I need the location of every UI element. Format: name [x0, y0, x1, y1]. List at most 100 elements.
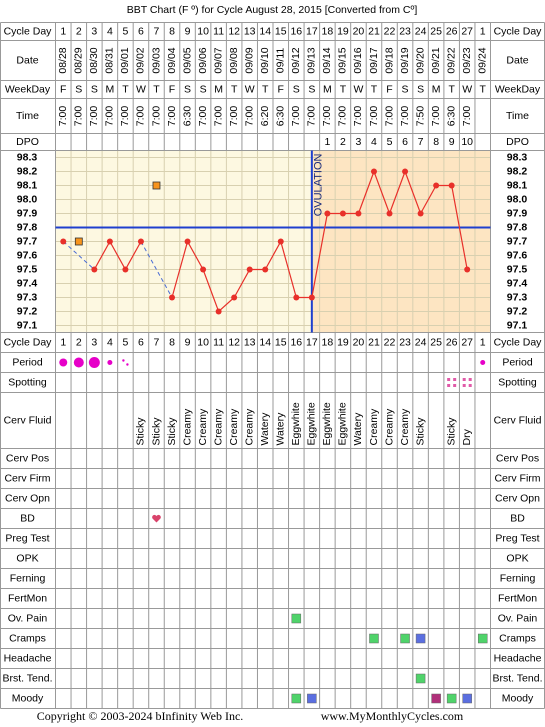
weekday: F: [386, 83, 392, 95]
discarded-point: [74, 237, 83, 246]
spotting-icon: [468, 384, 472, 387]
weekday: T: [153, 83, 160, 95]
date: 08/29: [73, 47, 85, 73]
cerv-fluid: Creamy: [212, 408, 224, 446]
row-label: FertMon: [8, 592, 47, 604]
row-label: Cerv Opn: [5, 492, 50, 504]
weekday: W: [462, 83, 472, 95]
weekday: S: [293, 83, 300, 95]
temp-point: [169, 294, 176, 301]
time: 7:00: [243, 106, 255, 127]
row-label: Time: [16, 110, 39, 122]
weekday: S: [75, 83, 82, 95]
y-tick-label: 97.4: [17, 277, 38, 289]
weekday: M: [106, 83, 115, 95]
date: 09/17: [368, 47, 380, 73]
time: 7:00: [73, 106, 85, 127]
time: 7:00: [57, 106, 69, 127]
temp-point: [417, 210, 424, 217]
cerv-fluid: Creamy: [181, 408, 193, 446]
row-label: Headache: [4, 652, 52, 664]
date: 09/20: [414, 47, 426, 73]
y-tick-label-right: 97.5: [507, 263, 528, 275]
y-tick-label: 97.9: [17, 207, 38, 219]
dpo: 1: [324, 136, 330, 148]
weekday: S: [184, 83, 191, 95]
time: 7:00: [150, 106, 162, 127]
row-label-right: Spotting: [498, 376, 537, 388]
spotting-icon: [447, 378, 451, 381]
time: 7:00: [135, 106, 147, 127]
temp-point: [308, 294, 315, 301]
cycle-day: 16: [290, 336, 302, 348]
symptom-icon: [369, 633, 379, 644]
cycle-day: 18: [322, 25, 334, 37]
weekday: T: [262, 83, 269, 95]
row-label: Brst. Tend.: [3, 672, 53, 684]
discarded-point: [152, 181, 161, 190]
cycle-day: 16: [290, 25, 302, 37]
time: 7:00: [228, 106, 240, 127]
cerv-fluid: Watery: [275, 412, 287, 446]
cerv-fluid: Sticky: [150, 417, 162, 446]
weekday: S: [91, 83, 98, 95]
cycle-day: 7: [154, 25, 160, 37]
copyright: Copyright © 2003-2024 bInfinity Web Inc.: [37, 709, 244, 723]
date: 09/08: [228, 47, 240, 73]
symptom-icon: [415, 633, 426, 644]
symptom-icon: [291, 693, 302, 704]
symptom-icon: [477, 633, 488, 644]
row-label-right: Headache: [494, 652, 542, 664]
cycle-day: 25: [430, 25, 442, 37]
cycle-day: 1: [480, 25, 486, 37]
time: 7:00: [88, 106, 100, 127]
row-label: Cerv Fluid: [4, 414, 52, 426]
spotting-icon: [468, 378, 472, 381]
row-label-right: FertMon: [498, 592, 537, 604]
cerv-fluid: Creamy: [228, 408, 240, 446]
cerv-fluid: Eggwhite: [290, 402, 302, 445]
website[interactable]: www.MyMonthlyCycles.com: [321, 709, 464, 723]
cycle-day: 6: [138, 336, 144, 348]
symptom-icon: [291, 613, 302, 624]
temp-point: [262, 266, 269, 273]
weekday: M: [432, 83, 441, 95]
row-label: Cycle Day: [4, 336, 53, 348]
row-label-right: Ferning: [500, 572, 536, 584]
row-label: WeekDay: [5, 83, 51, 95]
dpo: 2: [340, 136, 346, 148]
cycle-day: 9: [185, 25, 191, 37]
cycle-day: 17: [306, 336, 318, 348]
cycle-day: 14: [259, 25, 271, 37]
row-label: Ov. Pain: [8, 612, 48, 624]
cerv-fluid: Sticky: [135, 417, 147, 446]
cerv-fluid: Eggwhite: [321, 402, 333, 445]
spotting-icon: [462, 378, 466, 381]
cycle-day: 22: [384, 25, 396, 37]
spotting-icon: [453, 378, 457, 381]
symptom-icon: [307, 693, 317, 704]
bd-heart: [152, 514, 161, 523]
date: 09/24: [477, 47, 489, 73]
row-label-right: Cerv Pos: [496, 452, 539, 464]
temp-point: [324, 210, 331, 217]
weekday: W: [245, 83, 255, 95]
y-tick-label-right: 97.3: [507, 291, 528, 303]
row-label-right: Preg Test: [495, 532, 539, 544]
cycle-day: 8: [169, 25, 175, 37]
dpo: 3: [356, 136, 362, 148]
row-label: Cerv Pos: [6, 452, 49, 464]
date: 08/30: [88, 47, 100, 73]
row-label-right: DPO: [506, 136, 529, 148]
cycle-day: 24: [415, 336, 427, 348]
date: 09/21: [430, 47, 442, 73]
weekday: T: [340, 83, 347, 95]
row-label: Date: [16, 54, 38, 66]
time: 7:00: [290, 106, 302, 127]
period-spot: [122, 359, 125, 362]
row-label: Cramps: [9, 632, 46, 644]
cerv-fluid: Creamy: [399, 408, 411, 446]
y-tick-label-right: 97.8: [507, 221, 528, 233]
cycle-day: 19: [337, 336, 349, 348]
